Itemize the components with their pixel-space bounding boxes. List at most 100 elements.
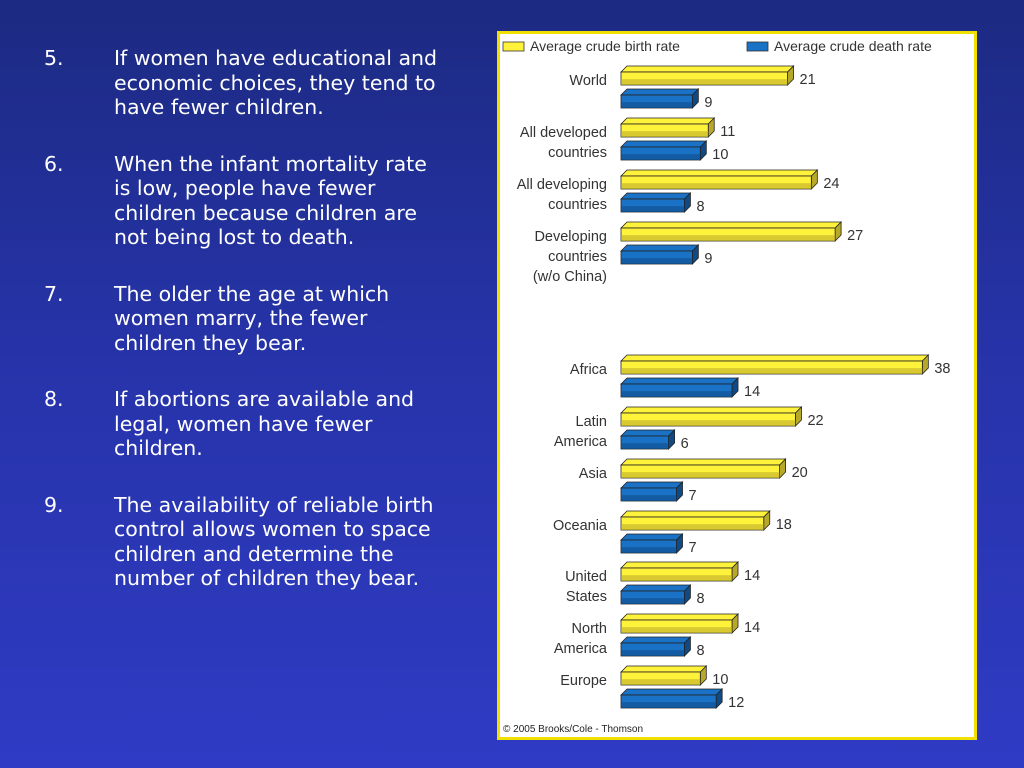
death-rate-bar-top [620,244,700,252]
birth-rate-bar-shade [621,627,733,633]
death-rate-bar-shade [621,206,685,212]
death-rate-bar-top [620,377,739,385]
category-label: (w/o China) [533,269,607,285]
death-rate-bar-top [620,636,692,644]
data-label: 10 [712,147,728,163]
bullet-point: 7. The older the age at which women marry… [44,282,444,356]
category-label: States [566,589,607,605]
data-label: 6 [681,436,689,452]
birth-rate-bar-top [620,65,795,73]
data-label: 22 [807,413,823,429]
data-label: 10 [712,672,728,688]
birth-death-rate-chart: Average crude birth rate Average crude de… [497,31,977,740]
death-rate-bar-shade [621,391,733,397]
birth-rate-bar-top [620,117,716,125]
birth-rate-bar-shade [621,420,796,426]
bullet-point: 6. When the infant mortality rate is low,… [44,152,444,250]
birth-rate-bar-top [620,613,739,621]
death-rate-bar-top [620,88,700,96]
bullet-text: The availability of reliable birth contr… [114,492,434,591]
birth-rate-bar-shade [621,472,780,478]
data-label: 14 [744,568,760,584]
death-rate-bar-shade [621,547,677,553]
birth-rate-bar-top [620,510,771,518]
death-rate-bar-shade [621,650,685,656]
death-rate-bar-shade [621,495,677,501]
category-label: All developing [517,177,607,193]
bullet-text: If abortions are available and legal, wo… [114,387,415,460]
bullet-point: 5. If women have educational and economic… [44,46,444,120]
category-label: countries [548,249,607,265]
death-rate-bar-shade [621,443,669,449]
data-label: 38 [934,361,950,377]
data-label: 12 [728,695,744,711]
data-label: 20 [792,465,808,481]
data-label: 14 [744,384,760,400]
bullet-number: 9. [44,492,64,517]
legend-swatch [746,41,769,52]
birth-rate-bar-shade [621,368,923,374]
death-rate-bar-shade [621,102,693,108]
data-label: 8 [696,591,704,607]
death-rate-bar-shade [621,598,685,604]
data-label: 8 [696,643,704,659]
birth-rate-bar-top [620,354,930,362]
data-label: 21 [800,72,816,88]
birth-rate-bar-shade [621,131,709,137]
category-label: Africa [570,362,608,378]
birth-rate-bar-top [620,406,803,414]
category-label: Oceania [553,518,608,534]
category-label: All developed [520,125,607,141]
birth-rate-bar-shade [621,575,733,581]
data-label: 11 [720,124,735,140]
chart-footer: © 2005 Brooks/Cole - Thomson [503,724,643,735]
bullet-text: When the infant mortality rate is low, p… [114,151,427,250]
category-label: North [572,621,607,637]
data-label: 24 [823,176,839,192]
bullet-number: 7. [44,281,64,306]
category-label: Latin [576,414,607,430]
data-label: 27 [847,228,863,244]
category-label: World [569,73,607,89]
data-label: 7 [689,540,697,556]
bullet-point: 8. If abortions are available and legal, … [44,387,444,461]
birth-rate-bar-top [620,458,787,466]
category-label: Europe [560,673,607,689]
category-label: America [554,641,608,657]
birth-rate-bar-shade [621,679,701,685]
birth-rate-bar-shade [621,524,764,530]
legend-swatch [502,41,525,52]
birth-rate-bar-top [620,561,739,569]
death-rate-bar-top [620,481,684,489]
data-label: 14 [744,620,760,636]
bullet-text: The older the age at which women marry, … [114,281,390,355]
bullet-point: 9. The availability of reliable birth con… [44,493,444,591]
birth-rate-bar-top [620,221,843,229]
death-rate-bar-top [620,584,692,592]
chart-svg: Average crude birth rate Average crude de… [502,38,950,735]
category-label: Asia [579,466,608,482]
data-label: 9 [704,95,712,111]
birth-rate-bar-shade [621,79,788,85]
death-rate-bar-top [620,140,708,148]
death-rate-bar-shade [621,258,693,264]
category-label: countries [548,197,607,213]
death-rate-bar-top [620,533,684,541]
legend-label: Average crude birth rate [530,38,680,54]
category-label: countries [548,145,607,161]
death-rate-bar-top [620,688,724,696]
birth-rate-bar-shade [621,235,836,241]
death-rate-bar-shade [621,154,701,160]
death-rate-bar-shade [621,702,717,708]
data-label: 8 [696,199,704,215]
bullet-number: 6. [44,151,64,176]
legend-label: Average crude death rate [774,38,932,54]
category-label: United [565,569,607,585]
birth-rate-bar-top [620,169,819,177]
bullet-list: 5. If women have educational and economic… [44,46,444,623]
category-label: America [554,434,608,450]
data-label: 18 [776,517,792,533]
death-rate-bar-top [620,192,692,200]
data-label: 7 [689,488,697,504]
bullet-number: 5. [44,46,64,70]
